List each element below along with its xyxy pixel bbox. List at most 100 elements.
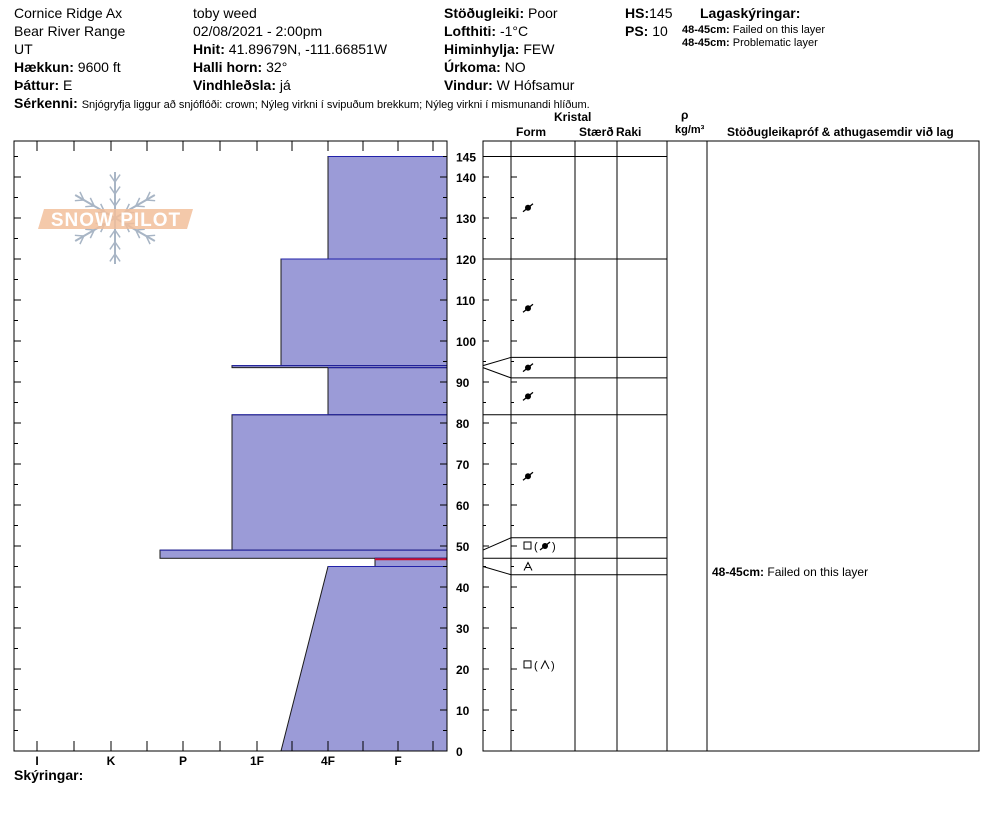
snowflake-branch	[89, 229, 95, 239]
snowflake-branch	[114, 241, 121, 250]
grain-symbol	[522, 471, 534, 481]
form-header: Form	[516, 125, 546, 139]
y-tick-label: 120	[456, 253, 476, 267]
x-tick-label: 1F	[250, 754, 264, 768]
hs-label: HS:	[625, 5, 650, 21]
hs-field: HS:145	[625, 5, 672, 21]
hardness-layer	[280, 566, 448, 752]
precip-label: Úrkoma:	[444, 59, 501, 75]
snowflake-branch	[79, 191, 85, 201]
hs-value: 145	[649, 5, 673, 21]
snowflake-branch	[74, 234, 84, 237]
snowflake-branch	[145, 191, 151, 201]
grain-symbol	[522, 303, 534, 313]
snowflake-branch	[109, 186, 116, 195]
range-name: Bear River Range	[14, 23, 126, 39]
logo-text: SNOW PILOT	[51, 210, 181, 231]
layer-note-text: Problematic layer	[732, 37, 818, 49]
y-tick-label: 70	[456, 458, 470, 472]
grain-layer-boundary	[482, 537, 667, 551]
snowflake-branch	[114, 174, 121, 183]
snowpilot-logo: SNOW PILOT	[38, 172, 193, 264]
moisture-header: Raki	[616, 125, 642, 139]
rho-header: ρ	[681, 108, 689, 122]
slope-value: 32°	[266, 59, 288, 75]
grain-symbol	[522, 203, 534, 213]
ps-label: PS:	[625, 23, 649, 39]
x-tick-label: I	[35, 754, 38, 768]
state-name: UT	[14, 41, 33, 57]
snowflake-branch	[145, 235, 151, 245]
wind-field: Vindur: W Hófsamur	[444, 77, 574, 93]
sky-field: Himinhylja: FEW	[444, 41, 554, 57]
elevation-value: 9600 ft	[77, 59, 121, 75]
hardness-layers	[159, 156, 448, 752]
grain-layer-boundary	[482, 566, 667, 576]
aspect-value: E	[63, 77, 73, 93]
x-tick-label: 4F	[321, 754, 335, 768]
test-result: 48-45cm: Failed on this layer	[712, 565, 868, 579]
snowflake-branch	[114, 198, 121, 207]
snowflake-branch	[79, 235, 85, 245]
grain-symbol	[523, 561, 533, 571]
depth-hoar-icon	[540, 659, 550, 670]
sky-label: Himinhylja:	[444, 41, 520, 57]
location-name: Cornice Ridge Ax	[14, 5, 123, 21]
elevation-label: Hækkun:	[14, 59, 74, 75]
depth-hoar-icon	[523, 561, 533, 571]
test-result-depth: 48-45cm:	[712, 565, 767, 579]
ps-value: 10	[652, 23, 668, 39]
hardness-layer	[327, 156, 448, 260]
precip-field: Úrkoma: NO	[444, 59, 526, 75]
y-tick-label: 30	[456, 622, 470, 636]
legend-label: Skýringar:	[14, 767, 84, 783]
hardness-layer	[327, 367, 448, 416]
faceted-grain-icon	[523, 660, 532, 669]
stability-value: Poor	[528, 5, 558, 21]
y-tick-label: 140	[456, 171, 476, 185]
layer-note-2: 48-45cm: Problematic layer	[682, 37, 818, 50]
decomposing-grain-icon	[522, 303, 534, 313]
layer-note-depth: 48-45cm:	[682, 37, 730, 49]
aspect-field: Þáttur: E	[14, 77, 72, 93]
stability-field: Stöðugleiki: Poor	[444, 5, 558, 21]
plot-frame	[13, 140, 448, 752]
grain-table-frame	[482, 140, 980, 752]
decomposing-grain-icon	[522, 391, 534, 401]
snowflake-branch	[135, 205, 145, 208]
chart-frame: 0 10 20 30 40 50 60 70 80 90 100 110 120 130 140 145 I K P…	[13, 140, 476, 768]
snowflake-branch	[109, 174, 116, 183]
hardness-layer	[159, 549, 448, 559]
decomposing-grain-icon	[522, 363, 534, 373]
grain-layer-boundary	[482, 367, 667, 379]
wind-loading-label: Vindhleðsla:	[193, 77, 276, 93]
snowflake-branch	[135, 229, 141, 239]
y-tick-label: 130	[456, 212, 476, 226]
y-tick-label: 145	[456, 151, 476, 165]
slope-field: Halli horn: 32°	[193, 59, 287, 75]
density-header: kg/m³	[675, 124, 705, 136]
grain-symbol: ()	[523, 541, 556, 553]
snowflake-branch	[109, 241, 116, 250]
size-header: Stærð	[579, 125, 614, 139]
hardness-layer	[231, 414, 448, 551]
layer-note-text: Failed on this layer	[732, 24, 826, 36]
y-tick-label: 20	[456, 663, 470, 677]
snowflake-branch	[89, 197, 95, 207]
layer-note-1: 48-45cm: Failed on this layer	[682, 24, 825, 37]
elevation-field: Hækkun: 9600 ft	[14, 59, 121, 75]
snowflake-branch	[135, 228, 145, 231]
snowflake-branch	[146, 199, 156, 202]
logo-banner	[38, 209, 193, 229]
air-temp-value: -1°C	[499, 23, 529, 39]
tests-header: Stöðugleikapróf & athugasemdir við lag	[727, 125, 954, 139]
x-tick-label: K	[107, 754, 116, 768]
snowflake-branch	[114, 253, 121, 262]
coords-label: Hnit:	[193, 41, 225, 57]
coords-field: Hnit: 41.89679N, -111.66851W	[193, 41, 387, 57]
snowflake-branch	[109, 198, 116, 207]
snowflake-branch	[109, 253, 116, 262]
sky-value: FEW	[523, 41, 555, 57]
slope-label: Halli horn:	[193, 59, 263, 75]
grain-paren: (	[534, 660, 538, 672]
